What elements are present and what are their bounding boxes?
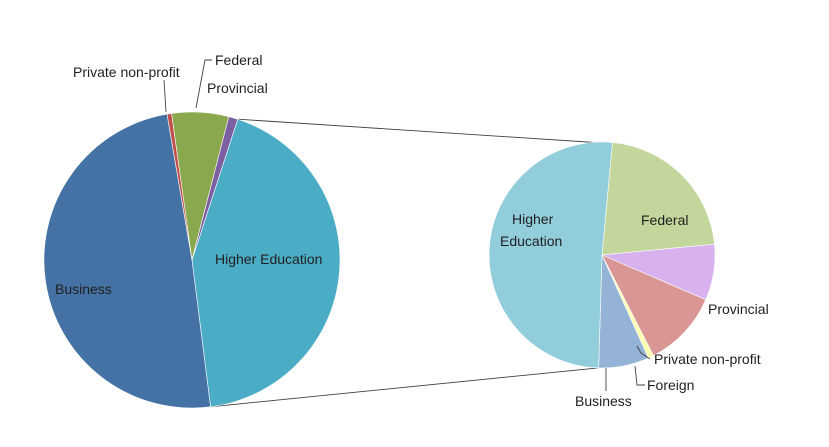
connector-lines bbox=[210, 118, 626, 408]
secondary-slice-federal bbox=[601, 142, 715, 256]
leader-main-private-non-profit bbox=[163, 79, 167, 113]
main-slice-higher-education bbox=[191, 118, 341, 408]
secondary-label-business: Business bbox=[575, 393, 632, 409]
secondary-label-higher-education-line1: Higher bbox=[512, 211, 554, 227]
connector-line-top bbox=[237, 118, 626, 145]
main-slice-provincial bbox=[191, 116, 239, 261]
secondary-label-private-non-profit: Private non-profit bbox=[654, 351, 761, 367]
secondary-label-foreign: Foreign bbox=[647, 377, 694, 393]
secondary-label-federal: Federal bbox=[641, 212, 688, 228]
slice-labels: Higher Education Business Private non-prof… bbox=[55, 52, 769, 409]
leader-secondary-private-non-profit bbox=[636, 345, 651, 360]
main-label-business: Business bbox=[55, 281, 112, 297]
leader-main-federal bbox=[195, 59, 212, 109]
main-label-federal: Federal bbox=[215, 52, 262, 68]
main-label-private-non-profit: Private non-profit bbox=[73, 64, 180, 80]
secondary-label-provincial: Provincial bbox=[708, 301, 769, 317]
secondary-pie bbox=[488, 141, 716, 369]
leader-secondary-foreign bbox=[634, 365, 645, 386]
main-label-provincial: Provincial bbox=[207, 80, 268, 96]
connector-line-bottom bbox=[210, 367, 599, 408]
secondary-slice-private-non-profit bbox=[601, 254, 707, 356]
main-pie bbox=[43, 111, 341, 409]
secondary-slice-higher-education bbox=[488, 141, 613, 369]
main-slice-business bbox=[43, 113, 211, 409]
secondary-label-higher-education-line2: Education bbox=[500, 233, 562, 249]
main-label-higher-education: Higher Education bbox=[215, 251, 322, 267]
